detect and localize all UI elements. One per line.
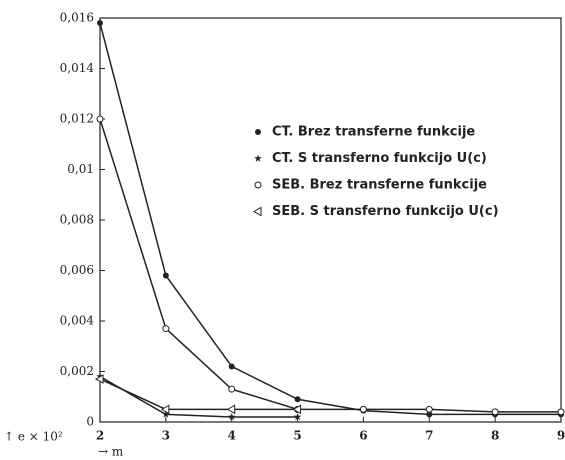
y-tick-label: 0,008 xyxy=(60,213,94,227)
x-tick-label: 2 xyxy=(96,429,104,443)
data-point xyxy=(227,412,236,421)
data-point xyxy=(96,115,104,123)
series-line xyxy=(99,118,561,413)
x-tick-label: 3 xyxy=(162,429,170,443)
x-tick-label: 8 xyxy=(491,429,499,443)
data-point xyxy=(162,272,169,279)
data-point xyxy=(426,411,433,418)
y-tick-label: 0,01 xyxy=(67,162,94,176)
y-tick-label: 0,016 xyxy=(60,11,94,25)
legend-marker xyxy=(254,154,262,162)
data-point xyxy=(226,404,236,415)
data-point xyxy=(491,408,499,416)
y-tick-label: 0,014 xyxy=(60,61,95,75)
x-tick-label: 6 xyxy=(359,429,367,443)
data-point xyxy=(162,410,170,418)
data-point xyxy=(97,20,103,27)
data-point xyxy=(359,405,367,413)
legend-label: CT. S transferno funkcijo U(c) xyxy=(272,151,487,166)
y-tick-label: 0,006 xyxy=(60,263,94,277)
x-tick-label: 4 xyxy=(228,429,236,443)
data-point xyxy=(292,404,302,415)
legend-label: CT. Brez transferne funkcije xyxy=(272,125,475,140)
data-point xyxy=(94,374,104,384)
legend-marker xyxy=(254,181,262,189)
data-point xyxy=(294,396,301,403)
y-tick-label: 0,004 xyxy=(60,314,95,328)
plot-frame xyxy=(99,17,562,423)
series-line xyxy=(99,22,561,416)
y-axis-label: ↑ e × 10² xyxy=(4,430,63,444)
x-tick-label: 9 xyxy=(557,429,565,443)
data-point xyxy=(96,372,104,380)
y-tick-label: 0,002 xyxy=(60,364,94,378)
series-line xyxy=(99,378,298,411)
data-point xyxy=(425,405,433,413)
legend-label: SEB. Brez transferne funkcije xyxy=(272,178,487,193)
legend-marker xyxy=(255,129,261,135)
data-point xyxy=(160,404,170,415)
x-tick-label: 5 xyxy=(293,429,301,443)
data-point xyxy=(557,408,565,416)
data-point xyxy=(228,385,236,393)
data-point xyxy=(228,363,235,370)
data-point xyxy=(162,325,170,333)
x-axis-label: → m xyxy=(98,445,124,459)
legend-label: SEB. S transferno funkcijo U(c) xyxy=(272,204,499,219)
legend-marker xyxy=(252,206,262,217)
y-tick-label: 0,012 xyxy=(60,112,94,126)
data-point xyxy=(293,412,302,421)
y-tick-label: 0 xyxy=(86,415,94,429)
x-tick-label: 7 xyxy=(425,429,433,443)
series-line xyxy=(99,375,298,418)
